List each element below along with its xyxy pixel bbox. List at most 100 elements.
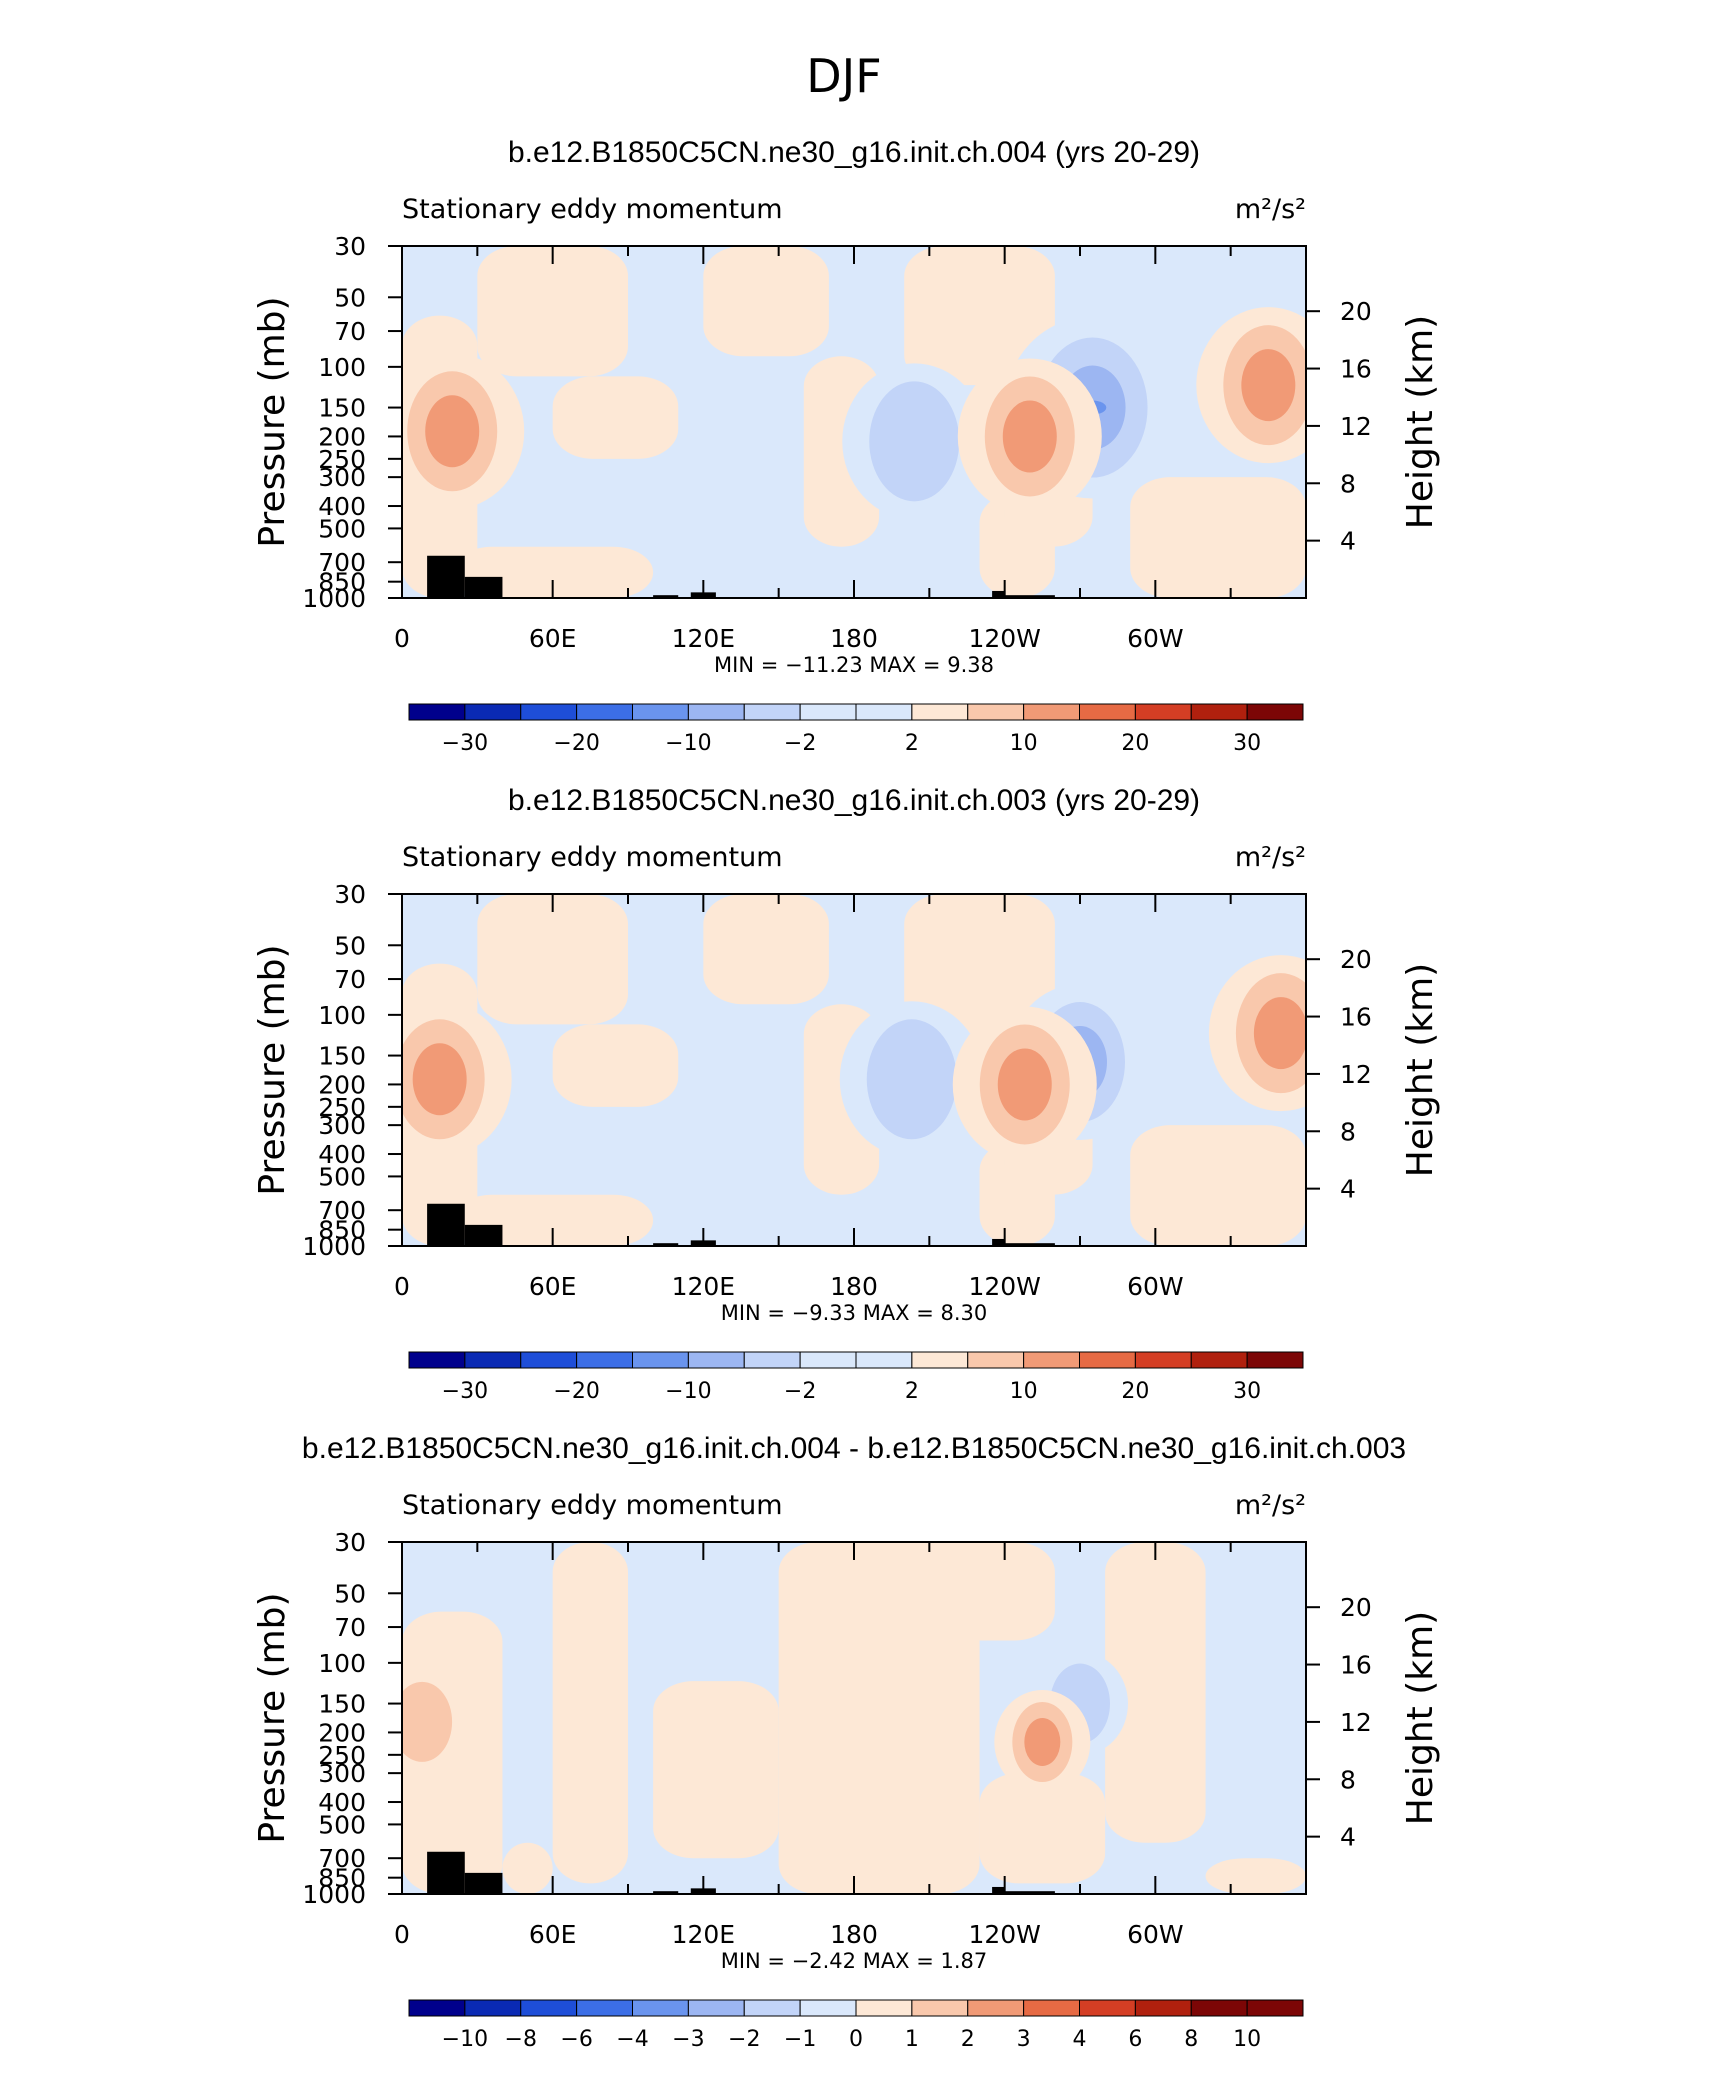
colorbar-cell [743,703,801,721]
colorbar-cell [520,1999,578,2017]
colorbar-label: 0 [849,2027,863,2052]
y-right-axis-label: Height (km) [1400,315,1441,529]
colorbar-cell [967,1999,1025,2017]
contour-field [402,894,1306,1246]
y-right-axis-label: Height (km) [1400,1611,1441,1825]
colorbar-cell [576,1999,633,2017]
x-tick-label: 60W [1127,1272,1184,1301]
y-tick-label: 850 [318,1216,366,1245]
y-tick-label: 150 [318,1690,366,1719]
y-right-tick-label: 20 [1340,945,1372,974]
colorbar-label: 2 [905,1379,919,1404]
panel-units: m²/s² [1235,1490,1306,1521]
colorbar-label: −20 [553,731,599,756]
y-tick-label: 50 [334,931,366,960]
topography [427,555,465,598]
colorbar-cell [911,1351,969,1369]
colorbar-cell [687,1999,745,2017]
x-tick-label: 120W [968,1272,1040,1301]
field-region [979,1773,1106,1884]
y-tick-label: 1000 [302,584,366,613]
x-tick-label: 0 [394,1920,410,1949]
colorbar-cell [967,1351,1025,1369]
y-tick-label: 150 [318,1042,366,1071]
y-right-tick-label: 8 [1340,469,1356,498]
topography [427,1851,465,1894]
y-tick-label: 500 [318,514,366,543]
field-region [552,1542,628,1884]
colorbar-cell [1023,1351,1080,1369]
colorbar-label: −2 [784,1379,816,1404]
topography [1004,595,1055,598]
colorbar-cell [855,1351,913,1369]
colorbar-label: −4 [616,2027,648,2052]
y-tick-label: 150 [318,394,366,423]
feature-core [1241,349,1296,422]
panel-1: b.e12.B1850C5CN.ne30_g16.init.ch.004 (yr… [252,136,1441,756]
x-tick-label: 180 [830,1272,878,1301]
colorbar-cell [743,1999,801,2017]
feature-core [404,1697,441,1746]
colorbar-label: −2 [784,731,816,756]
field-region [502,1842,553,1894]
y-axis-label: Pressure (mb) [252,296,293,547]
y-tick-label: 1000 [302,1880,366,1909]
y-tick-label: 30 [334,880,366,909]
colorbar-cell [687,1351,745,1369]
colorbar-cell [1023,1999,1080,2017]
colorbar-cell [1079,1999,1136,2017]
colorbar-label: −2 [728,2027,760,2052]
field-region [1130,1125,1306,1246]
y-tick-label: 300 [318,1111,366,1140]
y-tick-label: 70 [334,317,366,346]
field-region [477,246,628,377]
y-tick-label: 200 [318,1718,366,1747]
y-tick-label: 1000 [302,1232,366,1261]
feature-core [412,1043,467,1116]
x-tick-label: 60W [1127,624,1184,653]
colorbar-cell [855,703,913,721]
colorbar-cell [1190,1999,1248,2017]
y-right-tick-label: 16 [1340,1003,1372,1032]
y-tick-label: 70 [334,965,366,994]
y-right-tick-label: 12 [1340,1060,1372,1089]
topography [427,1203,465,1246]
colorbar-label: 8 [1184,2027,1198,2052]
y-tick-label: 400 [318,492,366,521]
field-region [552,376,679,459]
colorbar-cell [1079,703,1136,721]
topography [464,1224,503,1246]
colorbar-cell [520,1351,578,1369]
colorbar-cell [632,703,689,721]
y-tick-label: 400 [318,1140,366,1169]
feature-core [1002,400,1057,473]
colorbar-cell [1190,1351,1248,1369]
y-axis-label: Pressure (mb) [252,1592,293,1843]
colorbar-cell [743,1351,801,1369]
y-right-tick-label: 20 [1340,1593,1372,1622]
y-tick-label: 700 [318,1196,366,1225]
colorbar-label: 4 [1073,2027,1087,2052]
y-right-tick-label: 16 [1340,355,1372,384]
topography [992,590,1005,598]
colorbar-label: −6 [560,2027,592,2052]
y-axis-label: Pressure (mb) [252,944,293,1195]
panel-title: b.e12.B1850C5CN.ne30_g16.init.ch.004 (yr… [508,136,1200,169]
y-right-tick-label: 16 [1340,1651,1372,1680]
colorbar-label: 6 [1128,2027,1142,2052]
contour-field [402,1542,1306,1894]
colorbar-cell [1246,1351,1304,1369]
y-tick-label: 30 [334,1528,366,1557]
y-tick-label: 50 [334,1579,366,1608]
min-max-text: MIN = −11.23 MAX = 9.38 [714,653,994,677]
colorbar-cell [1079,1351,1136,1369]
x-tick-label: 120W [968,624,1040,653]
colorbar-label: −10 [665,731,711,756]
colorbar-label: 2 [905,731,919,756]
colorbar-cell [799,703,857,721]
y-tick-label: 300 [318,1759,366,1788]
topography [653,1243,679,1246]
field-region [452,546,654,598]
topography [992,1238,1005,1246]
min-max-text: MIN = −2.42 MAX = 1.87 [721,1949,988,1973]
